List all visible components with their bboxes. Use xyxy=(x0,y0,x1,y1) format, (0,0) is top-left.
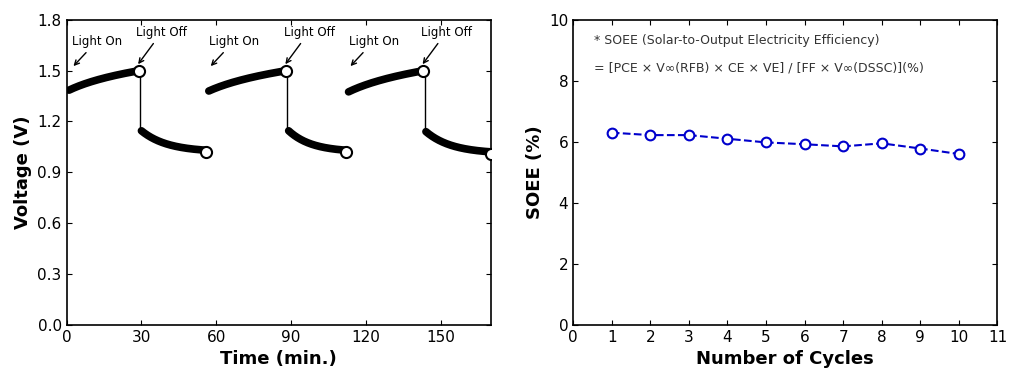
Text: Light Off: Light Off xyxy=(137,26,187,63)
Text: * SOEE (Solar-to-Output Electricity Efficiency): * SOEE (Solar-to-Output Electricity Effi… xyxy=(594,34,880,47)
Text: = [PCE × V∞(RFB) × CE × VE] / [FF × V∞(DSSC)](%): = [PCE × V∞(RFB) × CE × VE] / [FF × V∞(D… xyxy=(594,61,924,74)
Text: Light On: Light On xyxy=(71,35,121,65)
Text: Light On: Light On xyxy=(348,35,398,65)
Text: Light On: Light On xyxy=(209,35,259,65)
Y-axis label: Voltage (V): Voltage (V) xyxy=(14,115,32,229)
Text: Light Off: Light Off xyxy=(421,26,472,63)
X-axis label: Time (min.): Time (min.) xyxy=(221,350,337,368)
Y-axis label: SOEE (%): SOEE (%) xyxy=(526,125,543,219)
X-axis label: Number of Cycles: Number of Cycles xyxy=(696,350,874,368)
Text: Light Off: Light Off xyxy=(284,26,335,63)
